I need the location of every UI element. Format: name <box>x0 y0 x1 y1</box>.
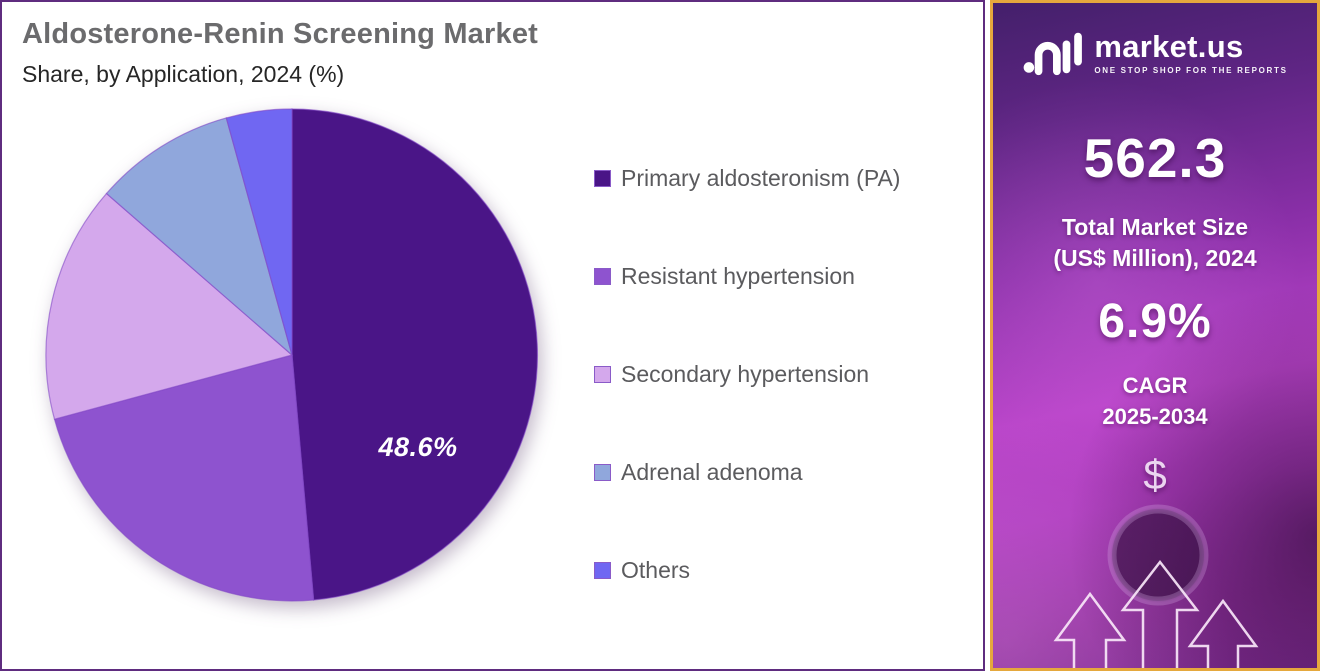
pie-slice-data-label: 48.6% <box>378 432 458 462</box>
market-size-label-line2: (US$ Million), 2024 <box>1053 245 1257 272</box>
legend-swatch-icon <box>594 366 611 383</box>
market-size-label: Total Market Size (US$ Million), 2024 <box>993 212 1317 274</box>
legend: Primary aldosteronism (PA) Resistant hyp… <box>594 165 901 583</box>
dollar-icon: $ <box>1143 450 1167 498</box>
coffee-cup-photo-shape <box>1107 504 1209 606</box>
legend-item: Secondary hypertension <box>594 361 900 387</box>
legend-swatch-icon <box>594 464 611 481</box>
cagr-label-line1: CAGR <box>1122 373 1188 399</box>
chart-panel: Aldosterone-Renin Screening Market Share… <box>0 0 985 671</box>
legend-swatch-icon <box>594 268 611 285</box>
pie-slice-5 <box>225 108 293 356</box>
chart-subtitle: Share, by Application, 2024 (%) <box>22 61 345 87</box>
legend-label: Secondary hypertension <box>621 361 870 387</box>
brand-sidebar: market.us ONE STOP SHOP FOR THE REPORTS … <box>990 0 1320 671</box>
legend-item: Adrenal adenoma <box>594 459 900 485</box>
pie-slice-1 <box>291 108 539 601</box>
legend-item: Others <box>594 557 900 583</box>
page-title: Aldosterone-Renin Screening Market <box>22 18 539 50</box>
market-us-logo: market.us ONE STOP SHOP FOR THE REPORTS <box>993 27 1317 79</box>
pie-slice-2 <box>53 354 315 602</box>
legend-label: Adrenal adenoma <box>621 459 803 485</box>
cagr-label: CAGR 2025-2034 <box>993 371 1317 433</box>
brand-name: market.us <box>1094 29 1244 64</box>
legend-label: Primary aldosteronism (PA) <box>621 165 901 191</box>
pie-slice-4 <box>105 117 294 357</box>
up-arrow-icon <box>1053 591 1127 668</box>
legend-label: Others <box>621 557 691 583</box>
pie-slice-3 <box>45 192 294 420</box>
legend-swatch-icon <box>594 170 611 187</box>
legend-item: Primary aldosteronism (PA) <box>594 165 901 191</box>
legend-swatch-icon <box>594 562 611 579</box>
legend-label: Resistant hypertension <box>621 263 855 289</box>
market-size-label-line1: Total Market Size <box>1061 214 1249 240</box>
cagr-value: 6.9% <box>1098 295 1212 349</box>
up-arrow-icon <box>1120 559 1200 668</box>
market-size-value: 562.3 <box>1083 127 1227 189</box>
brand-tagline: ONE STOP SHOP FOR THE REPORTS <box>1094 66 1288 75</box>
market-us-logo-icon <box>1023 32 1083 76</box>
cagr-label-line2: 2025-2034 <box>1102 403 1208 429</box>
up-arrow-icon <box>1187 598 1259 668</box>
legend-item: Resistant hypertension <box>594 263 900 289</box>
pie-chart <box>45 108 539 602</box>
